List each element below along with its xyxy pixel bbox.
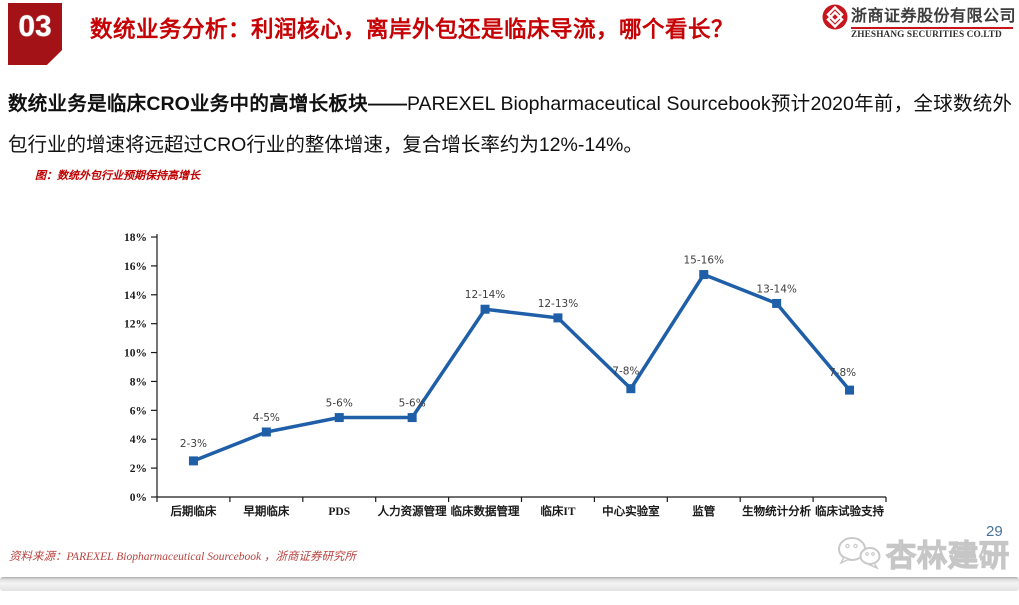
zheshang-emblem-icon bbox=[822, 4, 848, 30]
growth-line-chart: 0% 2% 4% 6% 8% 10% 12% 14% 16% 18% 后期临床 早期临床 PDS 人力资源… bbox=[0, 225, 1019, 525]
svg-text:临床试验支持: 临床试验支持 bbox=[815, 504, 884, 518]
svg-text:16%: 16% bbox=[124, 261, 147, 273]
page-title: 数统业务分析：利润核心，离岸外包还是临床导流，哪个看长？ bbox=[90, 17, 735, 42]
svg-text:生物统计分析: 生物统计分析 bbox=[742, 504, 811, 518]
svg-text:4%: 4% bbox=[130, 434, 147, 446]
page-number: 29 bbox=[986, 523, 1003, 540]
svg-text:13-14%: 13-14% bbox=[756, 283, 797, 295]
company-name-en: ZHESHANG SECURITIES CO.LTD bbox=[851, 30, 1002, 40]
section-number: 03 bbox=[18, 10, 52, 43]
svg-text:5-6%: 5-6% bbox=[399, 398, 426, 410]
svg-text:监管: 监管 bbox=[692, 504, 715, 518]
summary-rest: PAREXEL Biopharmaceutical Sourcebook预计20… bbox=[8, 93, 1012, 156]
svg-text:8%: 8% bbox=[130, 376, 147, 388]
svg-text:12-14%: 12-14% bbox=[465, 289, 506, 301]
svg-text:临床IT: 临床IT bbox=[540, 504, 575, 518]
svg-text:7-8%: 7-8% bbox=[612, 366, 639, 378]
svg-text:临床数据管理: 临床数据管理 bbox=[451, 504, 520, 518]
svg-text:4-5%: 4-5% bbox=[253, 412, 280, 424]
wechat-bubbles-icon bbox=[838, 537, 881, 570]
svg-text:5-6%: 5-6% bbox=[326, 398, 353, 410]
svg-text:PDS: PDS bbox=[328, 506, 350, 518]
bottom-scrollbar bbox=[0, 577, 1019, 591]
svg-text:14%: 14% bbox=[124, 290, 147, 302]
svg-text:12-13%: 12-13% bbox=[538, 298, 579, 310]
svg-text:7-8%: 7-8% bbox=[829, 367, 856, 379]
figure-caption: 图：数统外包行业预期保持高增长 bbox=[35, 170, 200, 182]
svg-text:12%: 12% bbox=[124, 319, 147, 331]
logo-underline bbox=[851, 27, 1013, 29]
logo-text: 浙商证券股份有限公司 ZHESHANG SECURITIES CO.LTD bbox=[851, 2, 1016, 40]
growth-line-chart-svg: 0% 2% 4% 6% 8% 10% 12% 14% 16% 18% 后期临床 早期临床 PDS 人力资源… bbox=[124, 232, 887, 518]
svg-text:6%: 6% bbox=[130, 405, 147, 417]
svg-text:2%: 2% bbox=[130, 463, 147, 475]
section-number-badge: 03 bbox=[8, 3, 62, 65]
svg-text:0%: 0% bbox=[130, 492, 147, 504]
svg-text:中心实验室: 中心实验室 bbox=[602, 504, 660, 518]
svg-text:15-16%: 15-16% bbox=[684, 255, 725, 267]
watermark: 杏林建研 bbox=[836, 531, 1010, 575]
summary-paragraph: 数统业务是临床CRO业务中的高增长板块——PAREXEL Biopharmace… bbox=[8, 84, 1012, 166]
watermark-text: 杏林建研 bbox=[885, 539, 1010, 573]
svg-text:2-3%: 2-3% bbox=[180, 438, 207, 450]
svg-text:早期临床: 早期临床 bbox=[243, 504, 289, 518]
company-logo: 浙商证券股份有限公司 ZHESHANG SECURITIES CO.LTD bbox=[822, 2, 1016, 40]
summary-lead-bold: 数统业务是临床CRO业务中的高增长板块—— bbox=[8, 93, 407, 115]
svg-text:后期临床: 后期临床 bbox=[170, 504, 216, 518]
svg-text:18%: 18% bbox=[124, 232, 147, 244]
svg-text:10%: 10% bbox=[124, 348, 147, 360]
svg-text:人力资源管理: 人力资源管理 bbox=[378, 504, 447, 518]
company-name-cn: 浙商证券股份有限公司 bbox=[851, 8, 1017, 25]
source-note: 资料来源：PAREXEL Biopharmaceutical Sourceboo… bbox=[9, 551, 356, 563]
